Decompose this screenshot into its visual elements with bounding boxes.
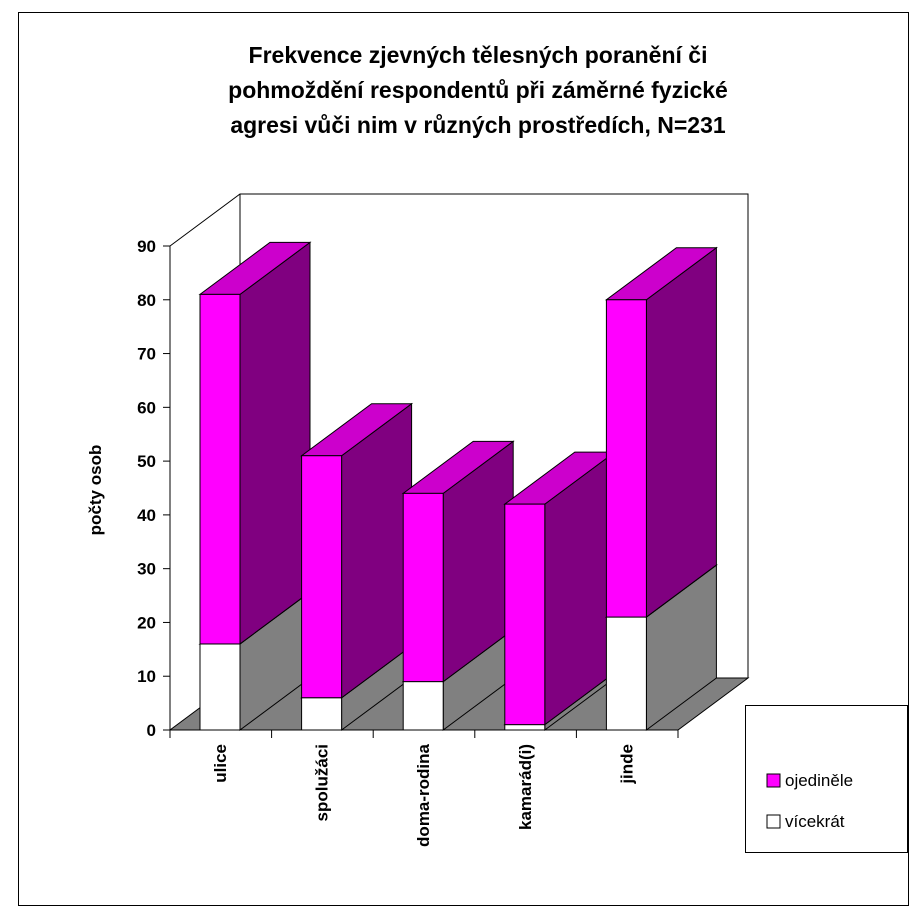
bar: [504, 503, 546, 726]
bar: [504, 724, 546, 731]
y-tick-label: 70: [137, 345, 156, 364]
x-tick-label: jinde: [617, 744, 636, 785]
chart-title: pohmoždění respondentů při záměrné fyzic…: [228, 77, 728, 103]
x-tick-label: spolužáci: [313, 744, 332, 821]
bar: [199, 643, 241, 731]
legend-swatch: [766, 814, 781, 829]
y-tick-label: 60: [137, 398, 156, 417]
bar: [605, 299, 647, 618]
y-tick-label: 50: [137, 452, 156, 471]
y-tick-label: 10: [137, 667, 156, 686]
x-tick-label: kamarád(i): [516, 744, 535, 830]
y-tick-label: 30: [137, 560, 156, 579]
chart-title: Frekvence zjevných tělesných poranění či: [249, 42, 708, 68]
bar-side: [239, 241, 311, 645]
bar: [402, 492, 444, 683]
back-wall: [169, 193, 749, 678]
y-tick-label: 40: [137, 506, 156, 525]
y-axis-label: počty osob: [86, 445, 105, 536]
legend-swatch: [766, 773, 781, 788]
legend-label: vícekrát: [785, 812, 845, 831]
y-tick-label: 90: [137, 237, 156, 256]
bar-side: [645, 246, 717, 619]
chart-title: agresi vůči nim v různých prostředích, N…: [230, 112, 726, 138]
y-tick-label: 0: [147, 721, 156, 740]
bar: [402, 681, 444, 731]
y-tick-label: 80: [137, 291, 156, 310]
bar: [605, 616, 647, 731]
x-tick-label: doma-rodina: [414, 743, 433, 846]
legend-label: ojediněle: [785, 771, 853, 790]
bar: [301, 697, 343, 731]
y-tick-label: 20: [137, 613, 156, 632]
bar: [301, 455, 343, 699]
bar: [199, 293, 241, 645]
x-tick-label: ulice: [211, 744, 230, 783]
